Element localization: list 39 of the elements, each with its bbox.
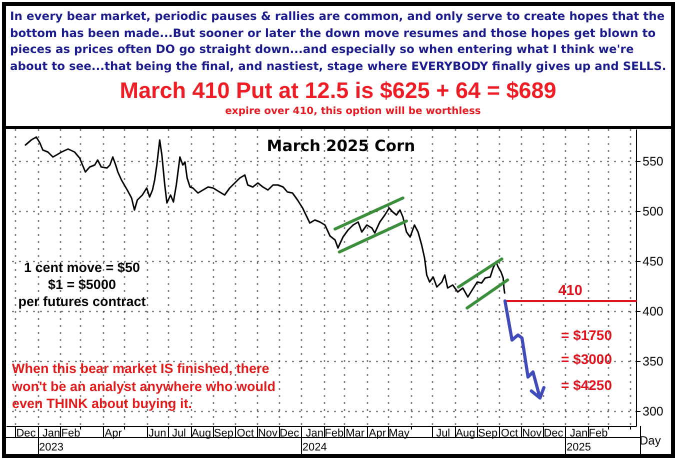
y-tick-label: 400	[642, 304, 664, 318]
y-tick-label: 300	[642, 404, 664, 418]
x-tick-label: Mar	[346, 428, 365, 440]
x-tick-label: Aug	[192, 428, 212, 440]
annotation: = $1750	[561, 327, 612, 344]
x-tick-label: Nov	[258, 428, 278, 440]
y-tick-label: 350	[642, 354, 664, 368]
text: In every bear market, periodic pauses & rallies are common, and only serve to create hopes that the bottom has been made...But sooner or later the down move resumes and those hopes get blown to pieces as prices often DO go straight down...and especially so when entering what I think we're about to see...that being the final, and nastiest, stage where EVERYBODY finally gives up and SELLS.	[10, 8, 666, 75]
y-tick-label: 450	[642, 254, 664, 268]
x-tick-label: May	[388, 428, 410, 440]
text: expire over 410, this option will be worthless	[225, 105, 481, 119]
x-tick-label: Oct	[500, 428, 518, 440]
x-tick-label: Dec	[16, 428, 36, 440]
x-tick-label: Feb	[61, 428, 80, 440]
x-tick-label: Jan 2024	[302, 428, 327, 454]
x-tick-label: Jun	[148, 428, 166, 440]
x-tick-label: Dec	[280, 428, 300, 440]
x-tick-label: Feb	[588, 428, 608, 440]
text: March 410 Put at 12.5 is $625 + 64 = $689	[120, 78, 556, 103]
x-tick-label: Jul	[172, 428, 186, 440]
series-label: 410	[558, 283, 582, 299]
x-tick-label: Dec	[544, 428, 564, 440]
x-tick-label: Nov	[522, 428, 542, 440]
x-tick-label: Aug	[456, 428, 476, 440]
x-tick-label: Oct	[236, 428, 254, 440]
y-tick-label: 550	[642, 154, 664, 168]
x-tick-label: Sep	[478, 428, 498, 440]
x-tick-label: Jan 2023	[39, 428, 64, 454]
x-tick-label: Jul	[436, 428, 450, 440]
annotation: = $3000	[561, 351, 612, 368]
text: March 2025 Corn	[266, 137, 416, 155]
y-tick-label: 500	[642, 204, 664, 218]
annotation: 1 cent move = $50 $1 = $5000 per futures contract	[18, 259, 146, 310]
x-tick-label: Feb	[324, 428, 344, 440]
x-tick-label: Sep	[214, 428, 234, 440]
annotation: When this bear market IS finished, there won't be an analyst anywhere who would even THINK about buying it.	[12, 360, 276, 412]
x-tick-label: Apr	[104, 428, 122, 440]
x-tick-label: Apr	[368, 428, 386, 440]
annotation: = $4250	[561, 377, 612, 394]
